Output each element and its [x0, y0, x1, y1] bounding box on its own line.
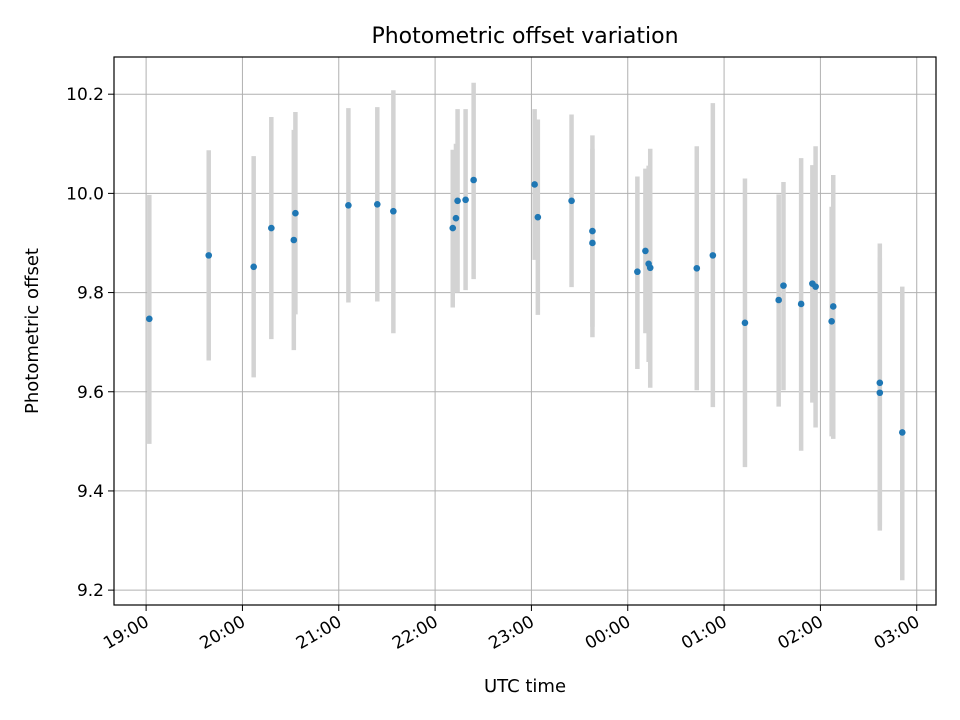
data-point: [454, 197, 461, 205]
data-point: [290, 236, 298, 244]
data-point: [898, 429, 906, 436]
data-point: [741, 319, 749, 327]
data-point: [634, 268, 641, 276]
y-tick-label: 9.6: [77, 383, 104, 403]
data-point: [470, 176, 477, 184]
data-point: [709, 252, 717, 259]
chart-title: Photometric offset variation: [371, 24, 678, 49]
data-point: [780, 282, 787, 289]
data-point: [693, 264, 701, 272]
data-point: [646, 264, 654, 272]
x-axis-label: UTC time: [484, 676, 566, 697]
data-point: [589, 227, 596, 235]
data-point: [775, 296, 782, 304]
data-point: [812, 283, 819, 290]
data-point: [205, 252, 213, 259]
data-points: [146, 176, 906, 436]
grid: [114, 57, 936, 605]
data-point: [531, 181, 538, 188]
y-tick-label: 10.0: [66, 184, 104, 204]
data-point: [345, 201, 352, 209]
y-tick-label: 9.8: [77, 284, 104, 304]
data-point: [876, 379, 884, 387]
y-axis-label: Photometric offset: [22, 248, 43, 414]
y-tick-label: 9.4: [77, 482, 104, 502]
data-point: [250, 263, 257, 271]
data-point: [589, 239, 596, 247]
data-point: [452, 214, 460, 222]
plot-frame: [113, 56, 937, 606]
data-point: [828, 318, 835, 325]
data-point: [449, 224, 457, 232]
y-tick-label: 9.2: [77, 581, 104, 601]
data-point: [146, 315, 153, 323]
data-point: [568, 197, 575, 205]
y-axis-ticks: 9.2 9.4 9.6 9.8 10.0 10.2: [66, 85, 114, 601]
data-point: [829, 303, 837, 310]
data-point: [268, 224, 275, 232]
data-point: [373, 200, 381, 208]
data-point: [642, 247, 649, 255]
data-point: [292, 209, 299, 217]
y-tick-label: 10.2: [66, 85, 104, 105]
data-point: [534, 213, 542, 221]
data-point: [876, 389, 884, 397]
data-point: [797, 300, 805, 308]
data-point: [390, 207, 397, 215]
data-point: [462, 196, 469, 204]
